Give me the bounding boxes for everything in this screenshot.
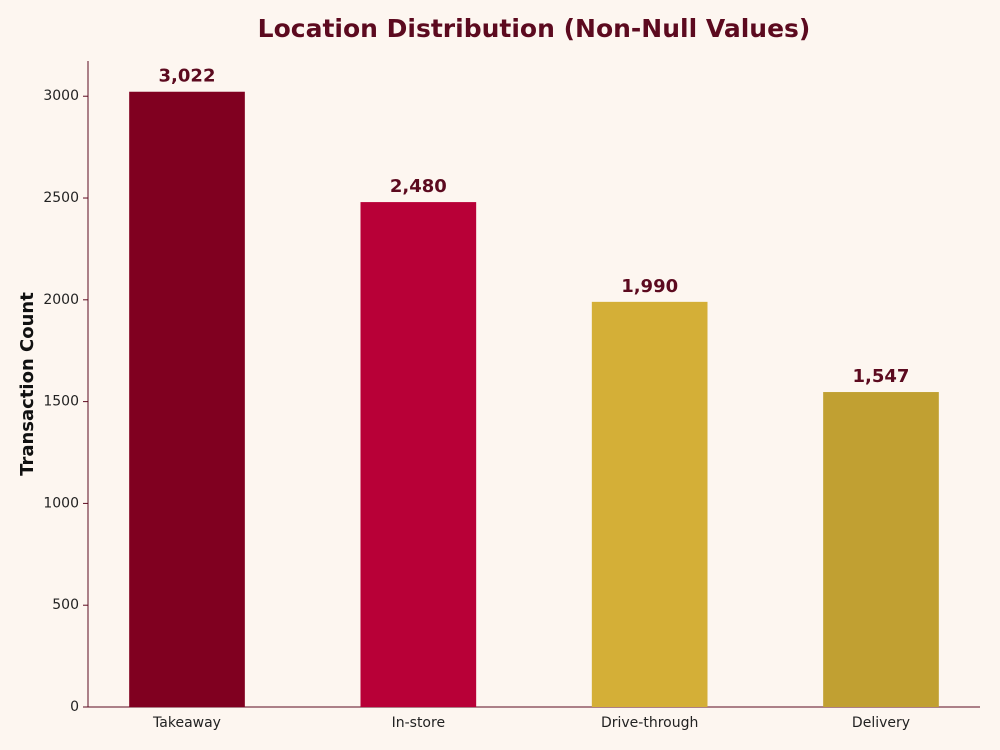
value-label: 3,022 [159, 66, 216, 87]
y-tick-label: 0 [70, 699, 79, 715]
y-tick-label: 2000 [43, 292, 79, 308]
value-label: 1,990 [621, 276, 678, 297]
bar [591, 301, 708, 707]
x-tick-label: In-store [392, 715, 445, 731]
bar [129, 91, 245, 708]
y-tick-label: 3000 [43, 88, 79, 104]
y-tick-label: 500 [52, 597, 79, 613]
y-tick-label: 2500 [43, 190, 79, 206]
bar [823, 392, 939, 707]
y-tick-label: 1000 [43, 495, 79, 511]
x-tick-label: Drive-through [601, 715, 698, 731]
bar [360, 202, 477, 707]
value-label: 1,547 [853, 366, 910, 387]
x-tick-label: Takeaway [152, 715, 221, 731]
value-label: 2,480 [390, 176, 447, 197]
y-tick-label: 1500 [43, 394, 79, 410]
chart-title: Location Distribution (Non-Null Values) [258, 14, 811, 43]
y-axis-label: Transaction Count [17, 292, 38, 476]
x-tick-label: Delivery [852, 715, 910, 731]
